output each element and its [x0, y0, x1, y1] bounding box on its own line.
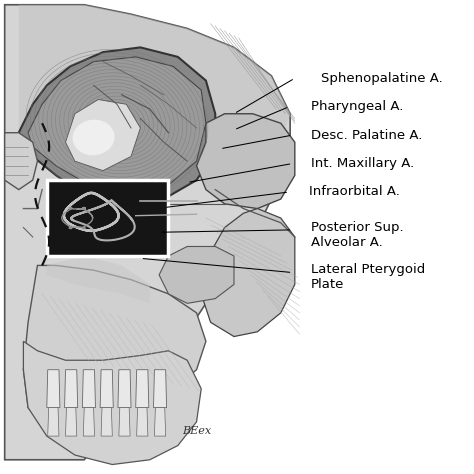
Polygon shape [197, 114, 295, 209]
Text: Infraorbital A.: Infraorbital A. [309, 185, 400, 199]
Polygon shape [119, 408, 130, 436]
Polygon shape [118, 370, 131, 408]
Polygon shape [64, 370, 78, 408]
Text: Pharyngeal A.: Pharyngeal A. [311, 100, 403, 113]
Polygon shape [47, 180, 168, 256]
Text: Lateral Pterygoid
Plate: Lateral Pterygoid Plate [311, 263, 426, 292]
Text: Sphenopalatine A.: Sphenopalatine A. [320, 72, 442, 85]
Polygon shape [65, 100, 140, 171]
Polygon shape [159, 246, 234, 303]
Polygon shape [101, 408, 112, 436]
Text: Posterior Sup.
Alveolar A.: Posterior Sup. Alveolar A. [311, 220, 404, 249]
Polygon shape [23, 265, 206, 427]
Polygon shape [65, 408, 77, 436]
Polygon shape [5, 5, 290, 460]
Polygon shape [201, 209, 295, 337]
Polygon shape [5, 133, 37, 190]
Polygon shape [82, 370, 95, 408]
Polygon shape [47, 256, 150, 303]
Ellipse shape [73, 119, 115, 155]
Polygon shape [18, 47, 215, 204]
Text: Desc. Palatine A.: Desc. Palatine A. [311, 128, 423, 142]
Polygon shape [23, 341, 201, 465]
Polygon shape [28, 57, 206, 194]
Polygon shape [154, 370, 166, 408]
Polygon shape [155, 408, 165, 436]
Text: Int. Maxillary A.: Int. Maxillary A. [311, 157, 414, 170]
Polygon shape [48, 408, 59, 436]
Text: BEex: BEex [182, 426, 211, 436]
Polygon shape [18, 5, 290, 161]
Polygon shape [47, 370, 60, 408]
Polygon shape [136, 370, 149, 408]
Polygon shape [137, 408, 148, 436]
Polygon shape [83, 408, 94, 436]
Polygon shape [100, 370, 113, 408]
